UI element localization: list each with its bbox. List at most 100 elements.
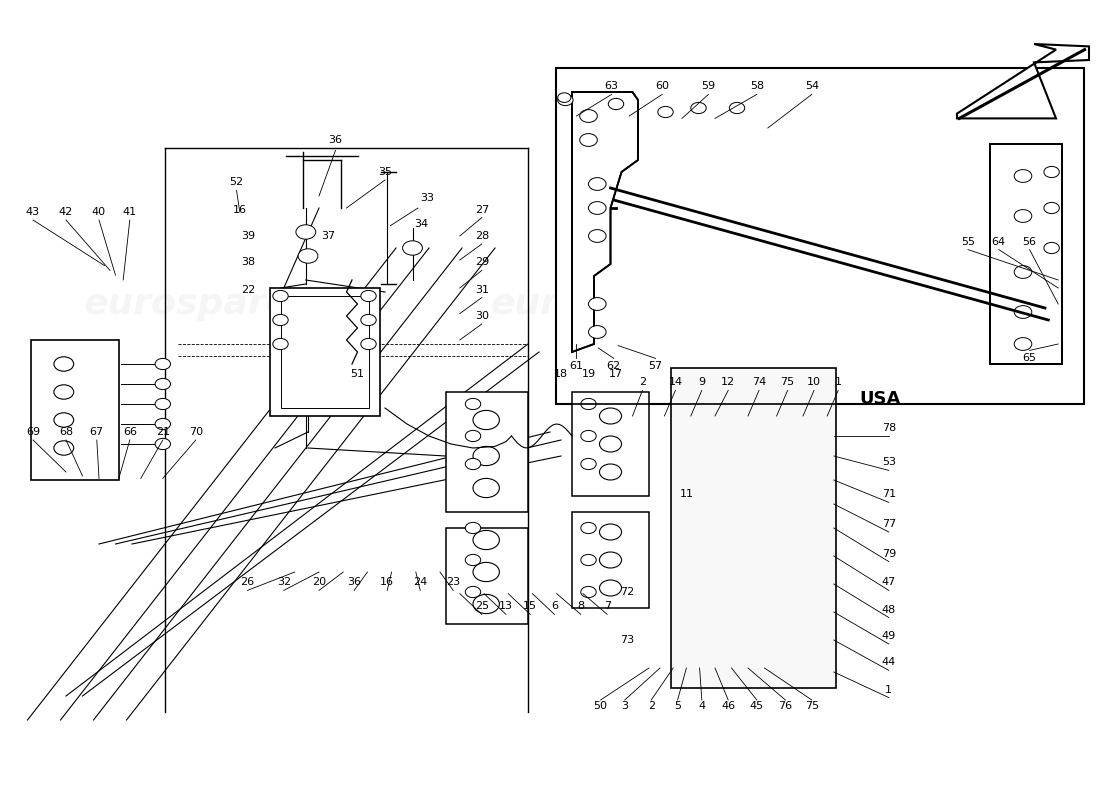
Circle shape <box>465 554 481 566</box>
Text: 15: 15 <box>524 602 537 611</box>
Circle shape <box>155 438 170 450</box>
Text: 22: 22 <box>242 285 255 294</box>
Text: 76: 76 <box>779 701 792 710</box>
Text: 5: 5 <box>674 701 681 710</box>
Circle shape <box>600 464 621 480</box>
Text: 44: 44 <box>882 658 895 667</box>
Text: 23: 23 <box>447 578 460 587</box>
Text: 48: 48 <box>882 605 895 614</box>
Circle shape <box>54 357 74 371</box>
Circle shape <box>273 338 288 350</box>
Text: 32: 32 <box>277 578 290 587</box>
Text: 38: 38 <box>242 258 255 267</box>
Text: 55: 55 <box>961 237 975 246</box>
Text: 9: 9 <box>698 378 705 387</box>
Text: 3: 3 <box>621 701 628 710</box>
Text: 50: 50 <box>594 701 607 710</box>
Text: 31: 31 <box>475 285 488 294</box>
Circle shape <box>588 202 606 214</box>
Text: 78: 78 <box>882 423 895 433</box>
Text: 79: 79 <box>882 549 895 558</box>
Text: 73: 73 <box>620 635 634 645</box>
Circle shape <box>600 580 621 596</box>
Text: 72: 72 <box>620 587 634 597</box>
Circle shape <box>558 94 573 106</box>
Text: 67: 67 <box>90 427 103 437</box>
Circle shape <box>465 522 481 534</box>
Text: 28: 28 <box>475 231 488 241</box>
Text: 61: 61 <box>570 362 583 371</box>
Circle shape <box>581 522 596 534</box>
Bar <box>556 68 1084 404</box>
Circle shape <box>473 446 499 466</box>
Text: 40: 40 <box>92 207 106 217</box>
Text: 18: 18 <box>554 370 568 379</box>
Circle shape <box>691 102 706 114</box>
Bar <box>572 512 649 608</box>
Circle shape <box>581 554 596 566</box>
Circle shape <box>588 326 606 338</box>
Text: 59: 59 <box>702 82 715 91</box>
Circle shape <box>580 134 597 146</box>
Circle shape <box>361 290 376 302</box>
Text: 27: 27 <box>475 205 488 214</box>
Circle shape <box>473 478 499 498</box>
Circle shape <box>273 314 288 326</box>
Text: 65: 65 <box>1023 354 1036 363</box>
Circle shape <box>581 586 596 598</box>
Circle shape <box>296 225 316 239</box>
Bar <box>446 392 528 512</box>
Text: 19: 19 <box>582 370 595 379</box>
Text: 30: 30 <box>475 311 488 321</box>
Bar <box>446 528 528 624</box>
Circle shape <box>558 93 571 102</box>
Text: 77: 77 <box>882 519 895 529</box>
Text: 1: 1 <box>835 378 842 387</box>
Text: 45: 45 <box>750 701 763 710</box>
Circle shape <box>1014 338 1032 350</box>
Circle shape <box>1044 166 1059 178</box>
Bar <box>280 296 368 408</box>
Text: 21: 21 <box>156 427 169 437</box>
Circle shape <box>54 413 74 427</box>
Text: 37: 37 <box>321 231 334 241</box>
Text: 57: 57 <box>649 362 662 371</box>
Circle shape <box>155 398 170 410</box>
Text: 56: 56 <box>1023 237 1036 246</box>
Circle shape <box>1044 242 1059 254</box>
Circle shape <box>581 430 596 442</box>
Text: 42: 42 <box>59 207 73 217</box>
Circle shape <box>298 249 318 263</box>
Circle shape <box>1014 266 1032 278</box>
Text: 10: 10 <box>807 378 821 387</box>
Text: 1: 1 <box>886 685 892 694</box>
Circle shape <box>588 298 606 310</box>
Circle shape <box>465 398 481 410</box>
Circle shape <box>54 385 74 399</box>
Circle shape <box>1044 202 1059 214</box>
Text: eurospares: eurospares <box>726 226 902 254</box>
Text: 2: 2 <box>648 701 654 710</box>
Text: 25: 25 <box>475 602 488 611</box>
Circle shape <box>729 102 745 114</box>
Circle shape <box>54 441 74 455</box>
Text: 43: 43 <box>26 207 40 217</box>
Text: 51: 51 <box>351 370 364 379</box>
Circle shape <box>361 314 376 326</box>
Circle shape <box>465 458 481 470</box>
Circle shape <box>1014 170 1032 182</box>
Text: 70: 70 <box>189 427 202 437</box>
Text: 53: 53 <box>882 458 895 467</box>
Text: 49: 49 <box>882 631 895 641</box>
Circle shape <box>600 552 621 568</box>
Text: 52: 52 <box>230 178 243 187</box>
Text: eurospares: eurospares <box>84 287 312 321</box>
Text: 16: 16 <box>233 205 246 214</box>
Circle shape <box>600 524 621 540</box>
Polygon shape <box>572 92 638 352</box>
Text: 71: 71 <box>882 490 895 499</box>
Bar <box>270 288 380 416</box>
Text: eurospares: eurospares <box>491 287 719 321</box>
Text: 24: 24 <box>414 578 427 587</box>
Text: 33: 33 <box>420 194 433 203</box>
